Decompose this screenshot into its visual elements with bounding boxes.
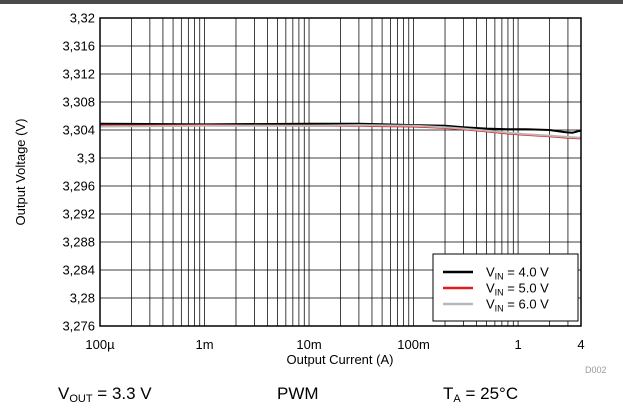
x-tick-label: 1m xyxy=(195,337,213,352)
x-axis-label: Output Current (A) xyxy=(287,352,394,367)
y-tick-label: 3,312 xyxy=(62,67,95,82)
y-tick-label: 3,288 xyxy=(62,235,95,250)
y-tick-label: 3,276 xyxy=(62,319,95,334)
vout-caption: VOUT = 3.3 V xyxy=(58,384,152,405)
y-tick-label: 3,3 xyxy=(77,151,95,166)
x-tick-label: 4 xyxy=(577,337,584,352)
y-tick-label: 3,284 xyxy=(62,263,95,278)
y-tick-label: 3,308 xyxy=(62,95,95,110)
y-tick-label: 3,28 xyxy=(70,291,95,306)
y-tick-label: 3,316 xyxy=(62,39,95,54)
y-tick-label: 3,296 xyxy=(62,179,95,194)
y-axis-label: Output Voltage (V) xyxy=(13,119,28,226)
top-border-bar xyxy=(0,0,623,4)
legend-entry-3: VIN = 6.0 V xyxy=(486,297,549,314)
legend-entry-1: VIN = 4.0 V xyxy=(486,265,549,282)
x-tick-label: 1 xyxy=(514,337,521,352)
y-tick-label: 3,292 xyxy=(62,207,95,222)
y-tick-label: 3,304 xyxy=(62,123,95,138)
y-tick-labels: 3,276 3,28 3,284 3,288 3,292 3,296 3,3 3,304 3,3… xyxy=(62,11,95,334)
x-tick-label: 10m xyxy=(296,337,321,352)
y-tick-label: 3,32 xyxy=(70,11,95,26)
x-tick-label: 100m xyxy=(397,337,430,352)
series-line-1 xyxy=(99,122,582,134)
figure-code: D002 xyxy=(585,365,607,375)
x-tick-label: 100µ xyxy=(85,337,115,352)
legend-entry-2: VIN = 5.0 V xyxy=(486,281,549,298)
mode-caption: PWM xyxy=(277,384,319,403)
plot-frame xyxy=(99,17,582,327)
series-lines xyxy=(99,122,582,140)
series-line-3 xyxy=(99,124,582,139)
temperature-caption: TA = 25°C xyxy=(443,384,519,405)
x-tick-labels: 100µ 1m 10m 100m 1 4 xyxy=(85,337,584,352)
